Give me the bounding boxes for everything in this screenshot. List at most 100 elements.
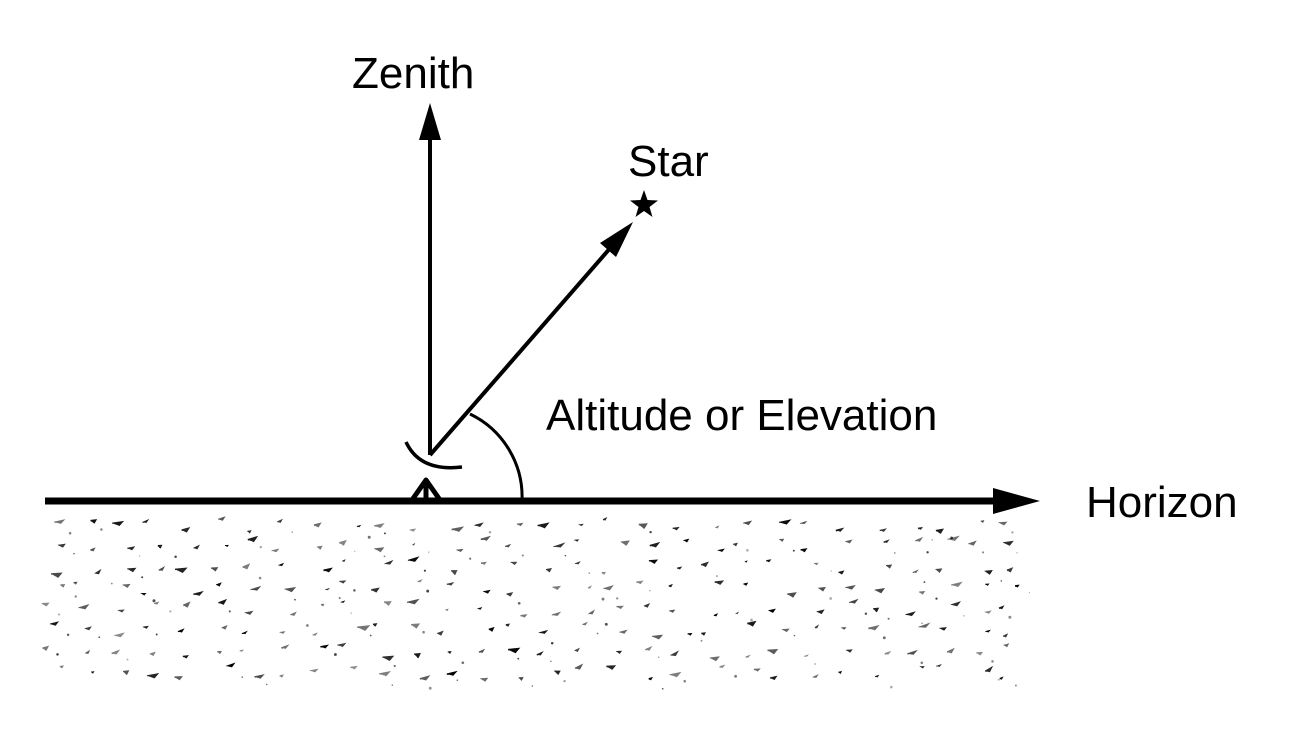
ground-speckle	[885, 564, 893, 569]
ground-dot	[982, 551, 985, 554]
ground-speckle	[1002, 633, 1009, 638]
ground-speckle	[221, 625, 228, 630]
ground-speckle	[769, 675, 778, 681]
ground-speckle	[316, 545, 323, 550]
ground-speckle	[419, 675, 431, 681]
ground-dot	[830, 570, 832, 572]
ground-dot	[241, 676, 243, 678]
ground-speckle	[873, 607, 880, 613]
ground-speckle	[250, 585, 262, 591]
ground-dot	[531, 685, 533, 687]
ground-speckle	[652, 634, 664, 640]
ground-dot	[864, 612, 868, 616]
ground-dot	[616, 597, 619, 600]
ground-speckle	[998, 605, 1005, 610]
ground-speckle	[518, 676, 524, 681]
ground-speckle	[845, 539, 853, 544]
ground-speckle	[779, 538, 785, 542]
ground-dot	[550, 660, 552, 662]
ground-speckle	[672, 526, 680, 531]
ground-speckle	[638, 523, 648, 529]
ground-speckle	[447, 651, 452, 654]
ground-dot	[428, 551, 430, 553]
ground-speckle	[616, 650, 623, 654]
ground-speckle	[747, 620, 757, 627]
ground-speckle	[838, 570, 845, 575]
ground-dot	[141, 576, 144, 579]
ground-speckle	[950, 581, 963, 588]
ground-speckle	[182, 601, 191, 608]
ground-speckle	[84, 626, 92, 631]
zenith-label: Zenith	[352, 49, 474, 98]
ground-speckle	[309, 668, 319, 673]
ground-speckle	[281, 644, 290, 650]
ground-speckle	[127, 567, 137, 573]
ground-speckle	[767, 649, 779, 655]
ground-speckle	[907, 649, 918, 656]
horizon-arrowhead	[993, 488, 1040, 514]
ground-speckle	[984, 610, 992, 614]
ground-speckle	[371, 587, 380, 593]
ground-speckle	[935, 568, 943, 573]
ground-speckle	[451, 526, 465, 533]
ground-speckle	[41, 602, 50, 607]
ground-speckle	[732, 542, 738, 547]
ground-speckle	[372, 623, 378, 627]
ground-dot	[333, 653, 337, 656]
ground-speckle	[117, 609, 125, 613]
ground-speckle	[384, 559, 394, 565]
ground-dot	[383, 532, 386, 535]
ground-dot	[517, 657, 520, 660]
ground-speckle	[714, 580, 725, 586]
ground-dot	[350, 612, 352, 614]
ground-speckle	[94, 568, 102, 575]
ground-speckle	[849, 598, 859, 604]
ground-speckle	[919, 666, 925, 669]
ground-speckle	[587, 585, 592, 589]
ground-speckle	[409, 528, 417, 532]
ground-speckle	[483, 589, 491, 594]
ground-speckle	[648, 676, 653, 681]
ground-dot	[963, 615, 965, 617]
ground-speckle	[668, 583, 673, 588]
ground-speckle	[284, 587, 297, 593]
ground-speckle	[241, 630, 248, 635]
ground-dot	[887, 617, 890, 620]
ground-dot	[746, 548, 749, 552]
ground-dot	[998, 678, 1000, 681]
altitude-label: Altitude or Elevation	[546, 391, 937, 440]
ground-speckle	[814, 624, 820, 629]
ground-dot	[700, 639, 703, 642]
ground-speckle	[224, 544, 229, 548]
ground-speckle	[210, 567, 219, 572]
ground-speckle	[636, 580, 644, 585]
ground-speckle	[846, 649, 853, 653]
ground-dot	[294, 598, 296, 601]
ground-dot	[991, 660, 994, 663]
ground-speckle	[505, 623, 511, 627]
ground-speckle	[841, 627, 847, 630]
ground-speckle	[477, 607, 483, 610]
ground-speckle	[182, 655, 190, 659]
ground-speckle	[174, 567, 188, 574]
ground-speckle	[545, 568, 553, 573]
ground-dot	[683, 679, 686, 683]
ground-speckle	[384, 601, 392, 606]
ground-speckle	[49, 621, 60, 626]
ground-speckle	[603, 585, 614, 591]
ground-speckle	[905, 611, 916, 617]
ground-dot	[469, 557, 472, 560]
ground-dot	[894, 552, 896, 554]
ground-speckle	[616, 605, 624, 610]
ground-speckle	[59, 665, 64, 669]
ground-speckle	[488, 626, 495, 632]
horizon-label: Horizon	[1086, 478, 1238, 527]
ground-speckle	[947, 535, 960, 542]
ground-dot	[563, 679, 566, 683]
ground-speckle	[339, 539, 347, 546]
ground-dot	[456, 679, 459, 681]
ground-speckle	[321, 603, 325, 607]
ground-dot	[926, 551, 929, 554]
ground-dot	[931, 539, 933, 541]
ground-dot	[56, 653, 59, 656]
